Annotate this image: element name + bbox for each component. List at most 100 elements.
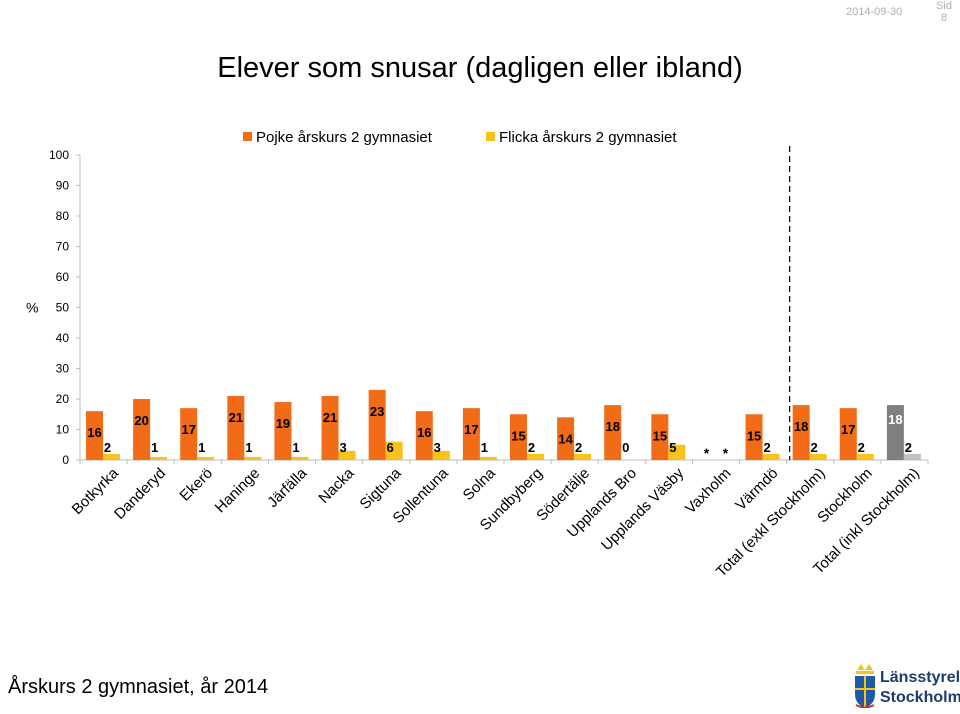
- legend-swatch-boys: [243, 132, 252, 141]
- bar-girls: [668, 444, 686, 460]
- chart-title: Elever som snusar (dagligen eller ibland…: [217, 52, 743, 84]
- data-label-girls: 2: [858, 440, 865, 455]
- page-label: Sid: [936, 0, 952, 12]
- data-label-girls: 0: [622, 440, 629, 455]
- y-tick-label: 0: [62, 453, 69, 467]
- page-number-value: 8: [940, 12, 948, 24]
- data-label-girls: 3: [434, 440, 441, 455]
- page-number: Sid 8: [934, 0, 954, 24]
- data-label-girls: 1: [292, 440, 299, 455]
- y-tick-label: 40: [56, 331, 70, 345]
- data-label-girls: 2: [811, 440, 818, 455]
- bar-girls: [903, 453, 921, 460]
- y-tick-label: 80: [56, 209, 70, 223]
- bar-girls: [338, 450, 356, 460]
- bar-boys: [227, 395, 245, 460]
- bar-boys: [86, 411, 103, 460]
- data-label-boys: 15: [511, 428, 525, 443]
- missing-marker-girls: *: [723, 445, 729, 461]
- bar-boys: [557, 417, 575, 460]
- crown-shield-icon: [855, 664, 875, 709]
- y-tick-label: 90: [56, 179, 70, 193]
- bar-girls: [527, 453, 544, 460]
- bar-boys: [886, 405, 904, 460]
- bar-boys: [651, 414, 669, 460]
- data-label-girls: 6: [387, 440, 394, 455]
- bar-boys: [604, 405, 622, 460]
- data-label-boys: 14: [558, 431, 573, 446]
- data-label-girls: 2: [575, 440, 582, 455]
- bar-boys: [839, 408, 857, 460]
- bar-girls: [385, 441, 403, 460]
- bar-boys: [792, 405, 810, 460]
- data-label-boys: 20: [134, 413, 148, 428]
- data-label-boys: 16: [417, 425, 431, 440]
- data-label-boys: 23: [370, 404, 384, 419]
- y-tick-label: 100: [49, 148, 69, 162]
- data-label-girls: 1: [151, 440, 158, 455]
- data-label-boys: 17: [181, 422, 195, 437]
- data-label-girls: 3: [339, 440, 346, 455]
- lansstyrelsen-logo: Länsstyrelsen Stockholm: [852, 664, 960, 710]
- bar-girls: [291, 456, 309, 460]
- bar-girls: [856, 453, 874, 460]
- data-label-boys: 15: [653, 428, 667, 443]
- bar-boys: [510, 414, 527, 460]
- logo-line-1: Länsstyrelsen: [880, 669, 960, 686]
- missing-marker-boys: *: [704, 445, 710, 461]
- y-tick-label: 70: [56, 240, 70, 254]
- footer-caption: Årskurs 2 gymnasiet, år 2014: [8, 676, 269, 698]
- bar-girls: [432, 450, 450, 460]
- data-label-boys: 15: [747, 428, 761, 443]
- x-category-label: Nacka: [315, 464, 358, 507]
- bar-girls: [197, 456, 215, 460]
- report-date: 2014-09-30: [846, 6, 903, 18]
- data-label-girls: 2: [104, 440, 111, 455]
- bar-girls: [150, 456, 168, 460]
- data-label-girls: 2: [528, 440, 535, 455]
- bar-boys: [321, 395, 339, 460]
- legend-label-boys: Pojke årskurs 2 gymnasiet: [256, 129, 433, 146]
- bar-boys: [368, 389, 386, 460]
- x-category-label: Haninge: [212, 465, 264, 517]
- data-label-girls: 1: [198, 440, 205, 455]
- bar-girls: [479, 456, 497, 460]
- bar-girls: [244, 456, 262, 460]
- data-label-boys: 21: [323, 410, 337, 425]
- bar-boys: [462, 408, 480, 460]
- x-category-label: Danderyd: [111, 465, 169, 523]
- y-tick-label: 10: [56, 423, 70, 437]
- y-tick-label: 30: [56, 362, 70, 376]
- x-category-label: Ekerö: [176, 465, 216, 505]
- bar-boys: [745, 414, 763, 460]
- data-label-girls: 2: [905, 440, 912, 455]
- data-label-boys: 21: [229, 410, 243, 425]
- x-category-label: Järfälla: [264, 464, 311, 511]
- x-category-label: Upplands Väsby: [598, 464, 688, 554]
- data-label-boys: 17: [841, 422, 855, 437]
- legend-swatch-girls: [486, 132, 495, 141]
- bar-girls: [762, 453, 780, 460]
- logo-text: Länsstyrelsen Stockholm: [880, 668, 960, 708]
- data-label-boys: 17: [464, 422, 478, 437]
- data-label-girls: 5: [669, 440, 676, 455]
- bar-boys: [133, 399, 151, 460]
- legend-label-girls: Flicka årskurs 2 gymnasiet: [499, 129, 677, 146]
- data-label-boys: 19: [276, 416, 290, 431]
- bar-boys: [180, 408, 198, 460]
- bar-boys: [415, 411, 433, 460]
- data-label-girls: 1: [481, 440, 488, 455]
- data-label-girls: 2: [763, 440, 770, 455]
- bar-girls: [103, 453, 120, 460]
- data-label-boys: 16: [87, 425, 101, 440]
- data-label-girls: 1: [245, 440, 252, 455]
- data-label-boys: 18: [794, 419, 808, 434]
- bar-girls: [809, 453, 827, 460]
- logo-line-2: Stockholm: [880, 689, 960, 706]
- data-label-boys: 18: [888, 412, 902, 427]
- x-category-label: Solna: [460, 464, 500, 504]
- bar-girls: [574, 453, 592, 460]
- x-category-label: Vaxholm: [682, 465, 735, 518]
- y-axis-label: %: [26, 300, 38, 316]
